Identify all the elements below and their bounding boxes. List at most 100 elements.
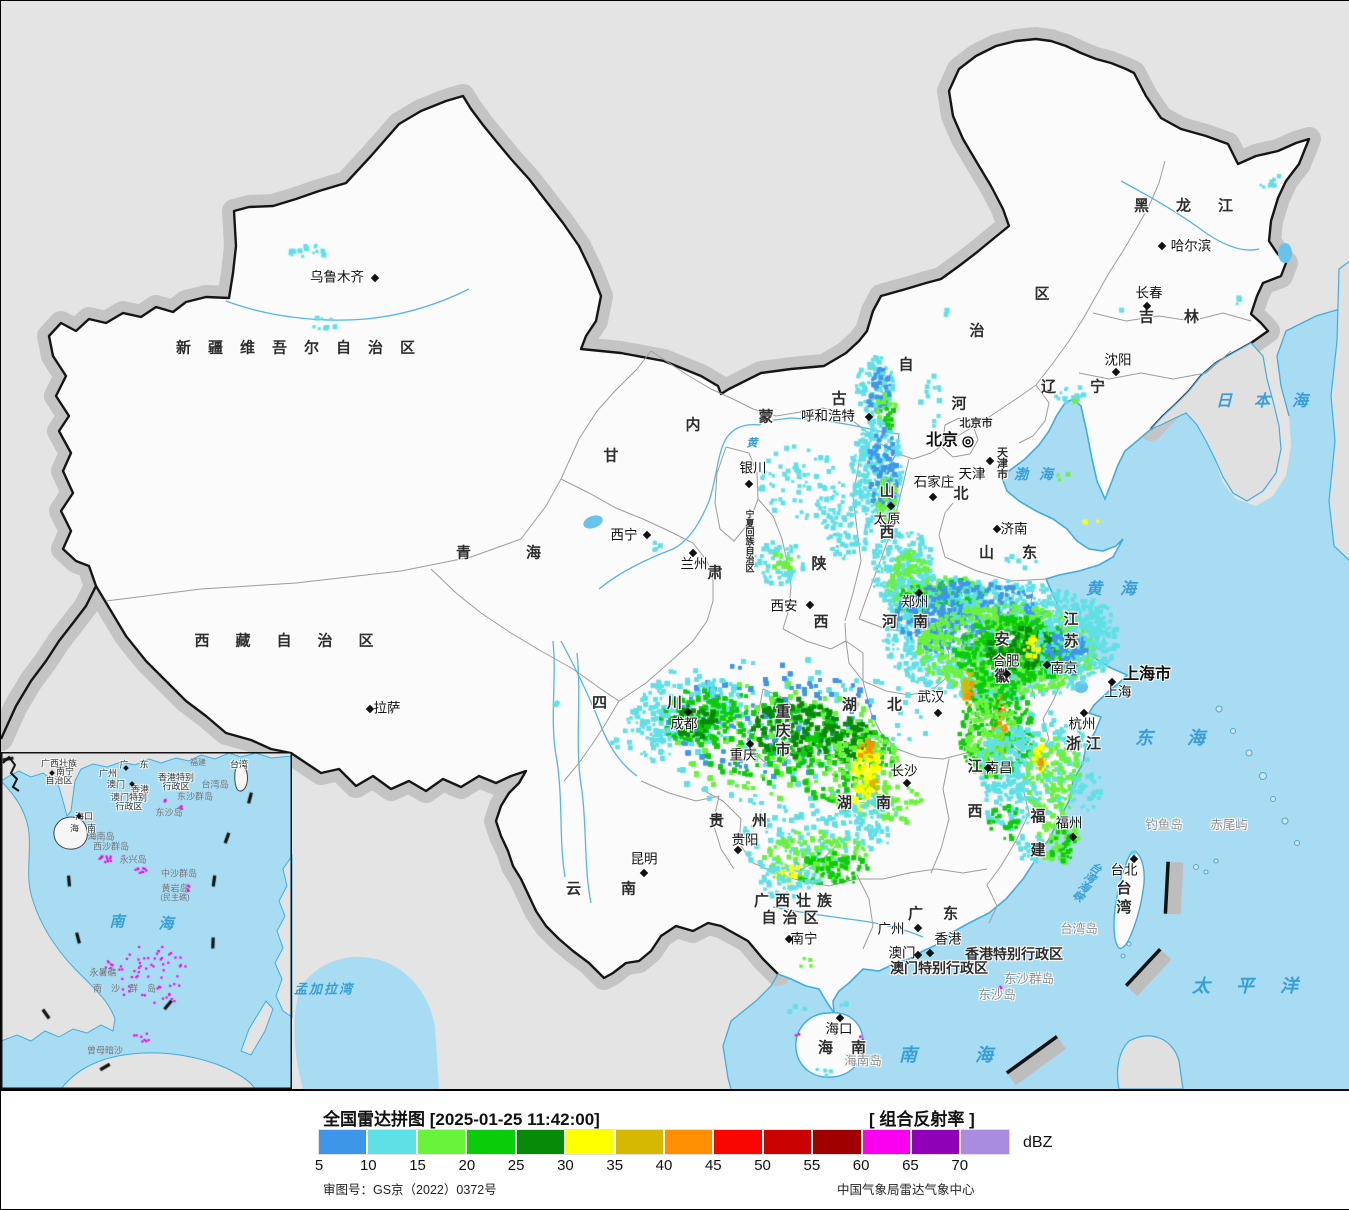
dbz-scale-value: 35 (606, 1157, 624, 1174)
dbz-unit-label: dBZ (1023, 1134, 1053, 1151)
dbz-scale-value: 15 (409, 1157, 426, 1174)
city-marker (642, 530, 652, 540)
inskK-label: 东 (139, 759, 149, 770)
prov-label: 福建 (1028, 808, 1046, 876)
dbz-color-cell (664, 1130, 713, 1154)
prov-label: 自 (898, 356, 914, 374)
dbz-color-cell (319, 1130, 367, 1154)
dbz-scale-value: 40 (655, 1157, 673, 1174)
legend-panel: 全国雷达拼图 [2025-01-25 11:42:00] [ 组合反射率 ] 5… (1, 1089, 1349, 1209)
city-marker (928, 492, 938, 502)
dbz-scale-value: 50 (754, 1157, 771, 1174)
dbz-color-cell (862, 1130, 911, 1154)
city-label: 南昌 (985, 760, 1013, 776)
inskG-label: 永兴岛 (119, 854, 147, 865)
prov-label: 广东 (907, 905, 979, 923)
dbz-color-cell (763, 1130, 812, 1154)
dbz-scale-value: 60 (852, 1157, 870, 1174)
sea-label: 黄 (746, 437, 758, 450)
prov-label: 辽宁 (1040, 378, 1140, 396)
dbz-color-cell (615, 1130, 663, 1154)
inskK-label: 香港 (130, 784, 150, 795)
inskK-label: 行政区 (162, 781, 190, 792)
sea-label: 台湾海峡 (1069, 859, 1104, 904)
prov-label: 贵州 (708, 812, 796, 830)
prov-label: 北 (953, 485, 969, 503)
city-marker (805, 600, 815, 610)
sea-label: 太平洋 (1192, 976, 1324, 996)
city-label: 郑州 (901, 594, 929, 610)
dbz-color-cell (467, 1130, 515, 1154)
prov-label: 治 (969, 322, 985, 340)
inskK-label: 广 (119, 759, 129, 770)
dbz-scale-value: 5 (314, 1157, 324, 1174)
city-label: 福州 (1055, 815, 1083, 831)
city-marker (985, 456, 995, 466)
city-label: 重庆 (729, 747, 757, 763)
prov-label: 江西 (965, 758, 983, 848)
prov-label: 区 (1034, 285, 1050, 303)
prov-label: 自治区 (761, 909, 825, 927)
inskG-label: 中沙群岛 (160, 868, 198, 879)
prov-label: 宁夏回族自治区 (744, 509, 755, 573)
city-marker (1068, 832, 1078, 842)
dbz-scale-value: 30 (557, 1157, 574, 1174)
city-marker (1157, 241, 1167, 251)
prov-label: 安徽 (992, 631, 1010, 705)
dbz-color-cell (368, 1130, 416, 1154)
prov-label: 江苏 (1061, 611, 1079, 655)
dbz-color-scale (318, 1129, 1010, 1155)
prov-label: 新疆维吾尔自治区 (175, 339, 433, 357)
dbz-color-cell (912, 1130, 960, 1154)
inskB-label: 海 (158, 915, 174, 933)
prov-label: 内 (685, 416, 701, 434)
inskK-label: 广西壮族 (40, 758, 78, 769)
inskG-label: 曾母暗沙 (86, 1045, 124, 1056)
prov-label: 澳门特别行政区 (890, 960, 988, 976)
city-label: 兰州 (680, 556, 708, 572)
dbz-scale-values: 5 10 15 20 25 30 35 40 45 50 55 60 65 70 (315, 1157, 1009, 1175)
legend-title: 全国雷达拼图 [2025-01-25 11:42:00] (323, 1110, 600, 1129)
inskG-label: 东沙群岛 (176, 791, 214, 802)
dbz-color-cell (417, 1130, 466, 1154)
prov-label: 香港特别行政区 (965, 946, 1063, 962)
dbz-scale-value: 20 (458, 1157, 476, 1174)
dbz-color-cell (961, 1130, 1009, 1154)
map-labels-layer: 新疆维吾尔自治区 西藏自治区 青海甘肃内蒙古自治区黑龙江 吉林 辽宁河北山西 山东 河南陕西… (1, 1, 1349, 1089)
city-label: 香港 (934, 931, 962, 947)
dbz-scale-value: 25 (507, 1157, 525, 1174)
city-label: 乌鲁木齐 (310, 269, 364, 285)
dbz-scale-value: 65 (902, 1157, 919, 1174)
city-marker (933, 708, 943, 718)
city-label: 西宁 (610, 527, 638, 543)
city-label: 合肥 (992, 653, 1020, 669)
dbz-scale-value: 70 (951, 1157, 969, 1174)
dbz-color-cell (714, 1130, 762, 1154)
inskK-label: 海南 (69, 823, 105, 834)
prov-label: 青海 (455, 544, 597, 562)
dbz-scale-value: 45 (704, 1157, 722, 1174)
inskK-label: 海口 (74, 811, 94, 822)
inskG-label: 黄岩岛 (161, 883, 189, 894)
legend-product-label: [ 组合反射率 ] (869, 1110, 975, 1129)
sea-label: 东海 (1135, 728, 1239, 748)
dbz-color-cell (566, 1130, 614, 1154)
prov-label: 海南 (817, 1039, 885, 1057)
prov-label: 河 (951, 395, 967, 413)
city-marker (1111, 367, 1121, 377)
capital-symbol: ◎ (961, 432, 975, 449)
radar-echo-layer (1, 1, 1349, 1089)
city-marker (639, 868, 649, 878)
inskG-label: 海南岛 (87, 831, 115, 842)
prov-label: 湖南 (836, 794, 916, 812)
city-label: 拉萨 (373, 700, 401, 716)
city-label: 贵阳 (731, 832, 759, 848)
sea-label: 渤海 (1014, 466, 1064, 482)
city-label: 呼和浩特 (801, 408, 855, 424)
dbz-color-cell (813, 1130, 861, 1154)
grayl-label: 海南岛 (844, 1053, 882, 1068)
dbz-color-cell (516, 1130, 565, 1154)
city-label: 北京 (925, 432, 959, 449)
grayl-label: 赤尾屿 (1210, 817, 1248, 832)
prov-label: 山东 (978, 544, 1066, 562)
